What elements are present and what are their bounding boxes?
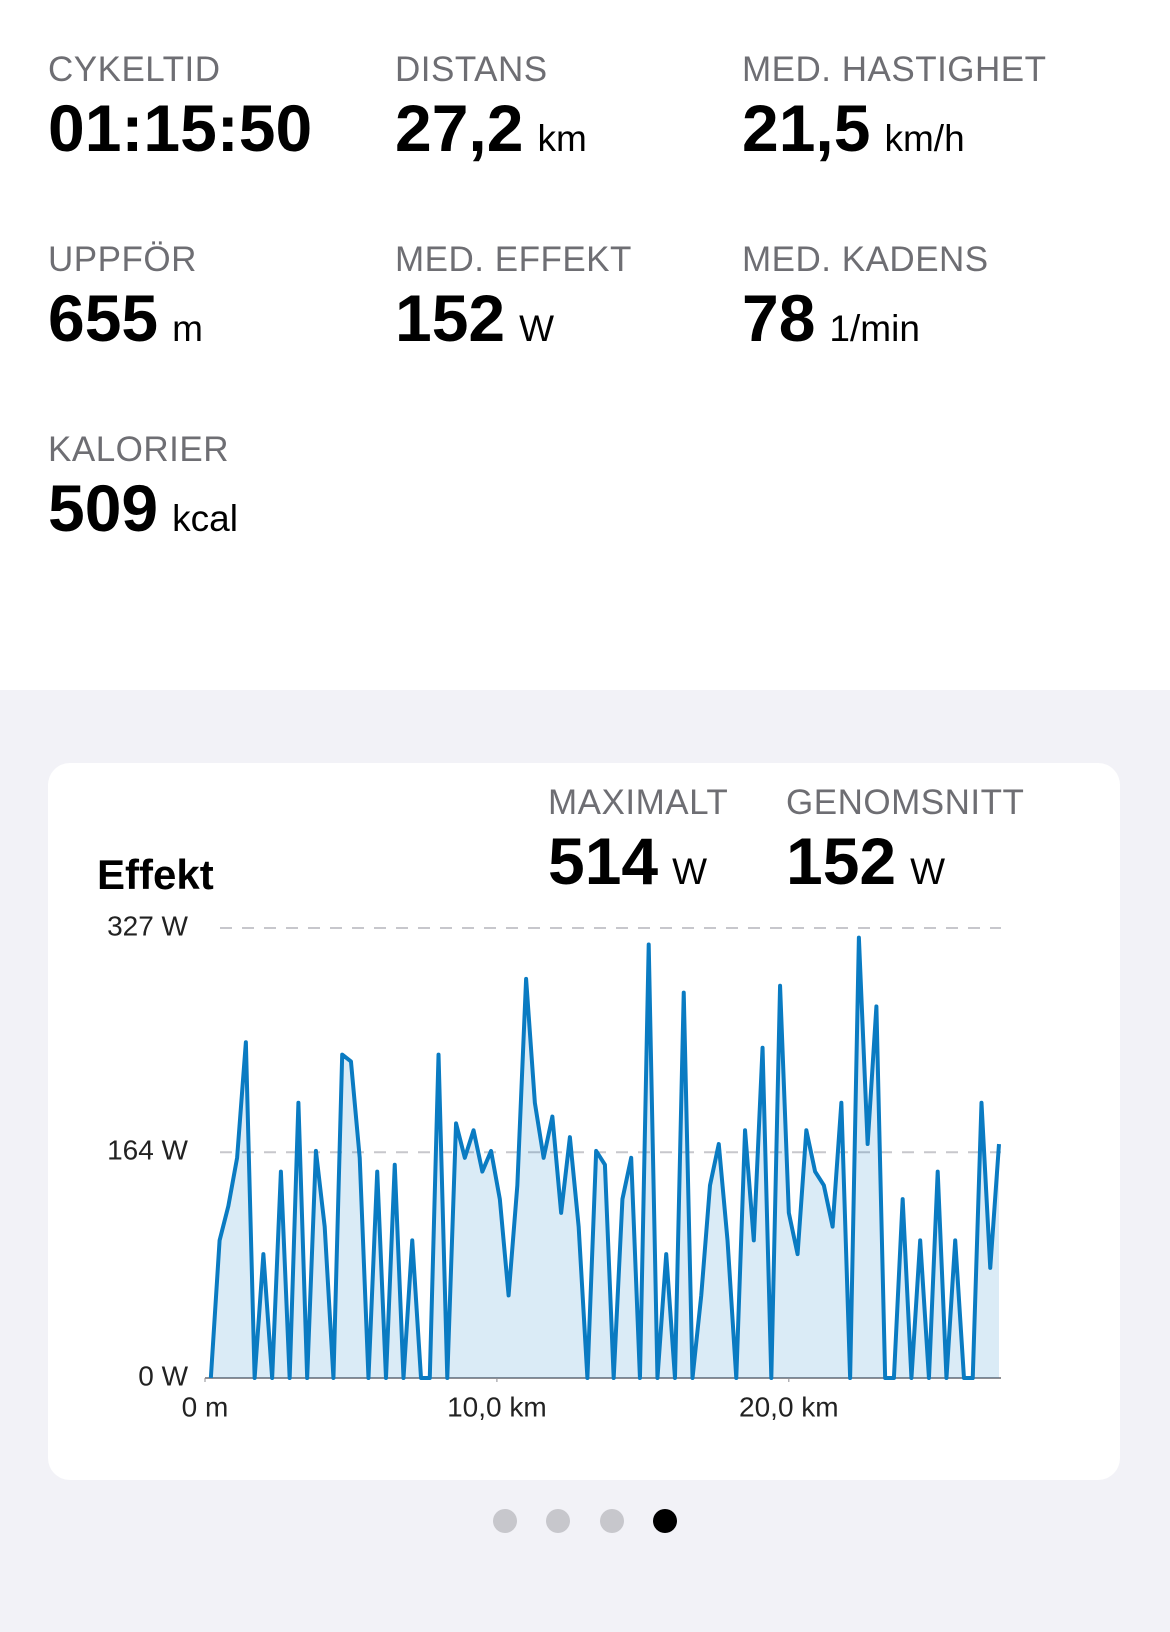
chart: 0 W 164 W 327 W 0 m 10,0 km 20,0 km [107, 910, 1001, 1422]
chart-title: Effekt [97, 851, 214, 898]
stat-unit: 1/min [829, 308, 920, 349]
stat-number: 152 [395, 281, 506, 355]
stat-label: MED. KADENS [742, 240, 989, 279]
stat-unit: m [172, 308, 203, 349]
y-tick-label: 0 W [138, 1360, 188, 1391]
stat-label: KALORIER [48, 430, 229, 469]
stat-value: 514 W [548, 823, 908, 910]
stat-value: 21,5 km/h [742, 90, 1102, 177]
page-dot-active[interactable] [653, 1509, 677, 1533]
stat-number: 509 [48, 471, 159, 545]
stat-unit: kcal [172, 498, 238, 539]
stat-label: MED. HASTIGHET [742, 50, 1047, 89]
page-dot[interactable] [600, 1509, 624, 1533]
stat-value: 27,2 km [395, 90, 755, 177]
stat-label: MAXIMALT [548, 783, 729, 822]
stats-panel: CYKELTID 01:15:50 DISTANS 27,2 km MED. HASTIG… [0, 0, 1170, 690]
stat-value: 01:15:50 [48, 90, 408, 166]
stat-number: 21,5 [742, 91, 871, 165]
stat-value: 509 kcal [48, 470, 408, 557]
power-line [208, 935, 1001, 1380]
page-dot[interactable] [493, 1509, 517, 1533]
stat: CYKELTID 01:15:50 [48, 50, 408, 166]
x-tick-label: 0 m [182, 1391, 229, 1422]
stat-number: 01:15:50 [48, 91, 313, 165]
stat: UPPFÖR 655 m [48, 240, 408, 367]
stat-value: 152 W [786, 823, 1120, 910]
stat: MED. EFFEKT 152 W [395, 240, 755, 367]
stat-label: DISTANS [395, 50, 548, 89]
stat-unit: W [910, 851, 946, 892]
stat: DISTANS 27,2 km [395, 50, 755, 177]
stat-label: GENOMSNITT [786, 783, 1025, 822]
y-tick-label: 164 W [107, 1135, 188, 1166]
y-tick-label: 327 W [107, 910, 188, 941]
x-tick-label: 20,0 km [739, 1391, 839, 1422]
stat-number: 78 [742, 281, 816, 355]
stat-number: 514 [548, 824, 659, 898]
stat-value: 655 m [48, 280, 408, 367]
power-card: Effekt 0 W 164 W 327 W 0 m 10,0 km 20,0 km MA… [48, 763, 1120, 1480]
stat-value: 78 1/min [742, 280, 1102, 367]
stat-label: CYKELTID [48, 50, 221, 89]
stat-unit: km [537, 118, 587, 159]
page-dot[interactable] [546, 1509, 570, 1533]
stat-label: UPPFÖR [48, 240, 197, 279]
stat-unit: km/h [884, 118, 965, 159]
stat-unit: W [672, 851, 708, 892]
stat-value: 152 W [395, 280, 755, 367]
stat-number: 655 [48, 281, 159, 355]
stat: MAXIMALT 514 W [548, 783, 908, 910]
stat-label: MED. EFFEKT [395, 240, 632, 279]
stat: MED. KADENS 78 1/min [742, 240, 1102, 367]
x-tick-label: 10,0 km [447, 1391, 547, 1422]
area-fill [210, 937, 999, 1378]
stat-unit: W [519, 308, 555, 349]
stat-number: 27,2 [395, 91, 524, 165]
stat-number: 152 [786, 824, 897, 898]
stat: KALORIER 509 kcal [48, 430, 408, 557]
stat: GENOMSNITT 152 W [786, 783, 1120, 910]
stat: MED. HASTIGHET 21,5 km/h [742, 50, 1102, 177]
